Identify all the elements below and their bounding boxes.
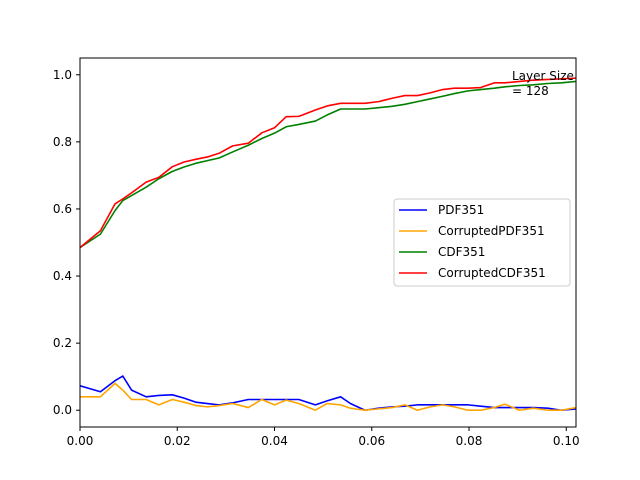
- series-line-cdf351: [80, 80, 576, 249]
- y-tick-label: 0.0: [53, 403, 72, 417]
- series-line-corruptedpdf351: [80, 382, 576, 412]
- legend-box: [393, 198, 571, 287]
- y-tick-label: 0.6: [53, 202, 72, 216]
- series-group: [80, 77, 576, 412]
- series-line-corruptedcdf351: [80, 77, 576, 249]
- x-tick-label: 0.10: [553, 434, 580, 448]
- x-tick-label: 0.06: [358, 434, 385, 448]
- legend-label-corruptedpdf351: CorruptedPDF351: [438, 224, 545, 238]
- x-tick-label: 0.00: [67, 434, 94, 448]
- y-tick-label: 1.0: [53, 68, 72, 82]
- legend-label-cdf351: CDF351: [438, 245, 485, 259]
- legend-label-corruptedcdf351: CorruptedCDF351: [438, 266, 546, 280]
- x-tick-label: 0.04: [261, 434, 288, 448]
- annotation-line-2: = 128: [512, 84, 549, 98]
- x-axis: 0.00 0.02 0.04 0.06 0.08 0.10: [67, 427, 580, 448]
- series-line-pdf351: [80, 375, 576, 412]
- y-axis: 0.0 0.2 0.4 0.6 0.8 1.0: [53, 68, 80, 417]
- annotation-line-1: Layer Size: [512, 69, 574, 83]
- x-tick-label: 0.08: [456, 434, 483, 448]
- plot-marks: [80, 77, 576, 412]
- x-tick-label: 0.02: [164, 434, 191, 448]
- y-tick-label: 0.8: [53, 135, 72, 149]
- legend-label-pdf351: PDF351: [438, 203, 484, 217]
- y-tick-label: 0.4: [53, 269, 72, 283]
- plot-frame: [79, 57, 577, 428]
- y-tick-label: 0.2: [53, 336, 72, 350]
- legend: PDF351 CorruptedPDF351 CDF351 CorruptedCDF3…: [393, 198, 571, 287]
